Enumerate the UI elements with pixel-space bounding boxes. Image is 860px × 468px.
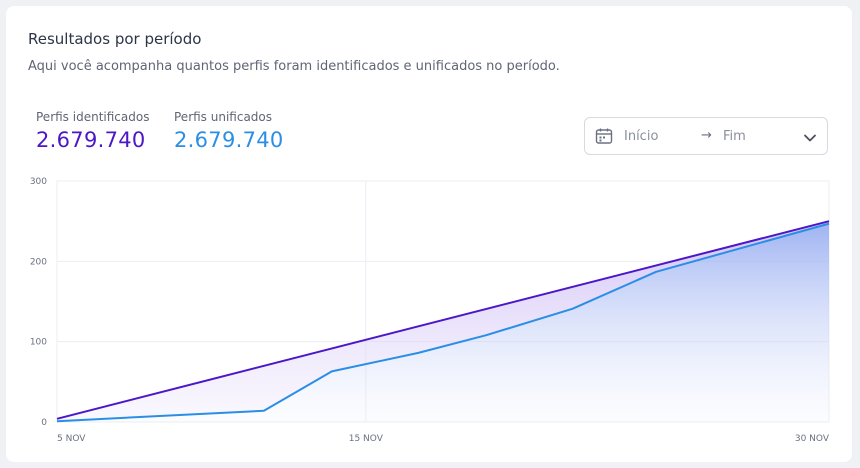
metric-identified-label: Perfis identificados xyxy=(36,110,150,124)
y-tick-label: 300 xyxy=(30,177,47,187)
chevron-down-icon[interactable] xyxy=(803,130,817,149)
x-tick-label: 30 NOV xyxy=(795,434,830,444)
x-tick-label: 5 NOV xyxy=(57,434,86,444)
metric-unified: Perfis unificados 2.679.740 xyxy=(174,110,284,152)
start-date-field[interactable]: Início xyxy=(624,129,659,144)
unified-series-line xyxy=(56,222,830,423)
arrow-right-icon: → xyxy=(701,128,712,143)
y-tick-label: 0 xyxy=(41,418,47,428)
metric-identified: Perfis identificados 2.679.740 xyxy=(36,110,149,152)
x-tick-label: 15 NOV xyxy=(349,434,384,444)
unified-area xyxy=(57,223,829,422)
calendar-icon xyxy=(595,127,613,149)
metric-unified-label: Perfis unificados xyxy=(174,110,273,124)
end-date-field[interactable]: Fim xyxy=(723,129,746,144)
date-range-picker[interactable]: Início → Fim xyxy=(584,117,828,155)
y-tick-label: 100 xyxy=(30,338,47,348)
y-tick-label: 200 xyxy=(30,257,47,267)
metric-unified-value: 2.679.740 xyxy=(174,128,284,152)
card-title: Resultados por período xyxy=(28,30,202,48)
identified-series-line xyxy=(56,220,830,420)
metric-identified-value: 2.679.740 xyxy=(36,128,146,152)
card-subtitle: Aqui você acompanha quantos perfis foram… xyxy=(28,59,560,74)
